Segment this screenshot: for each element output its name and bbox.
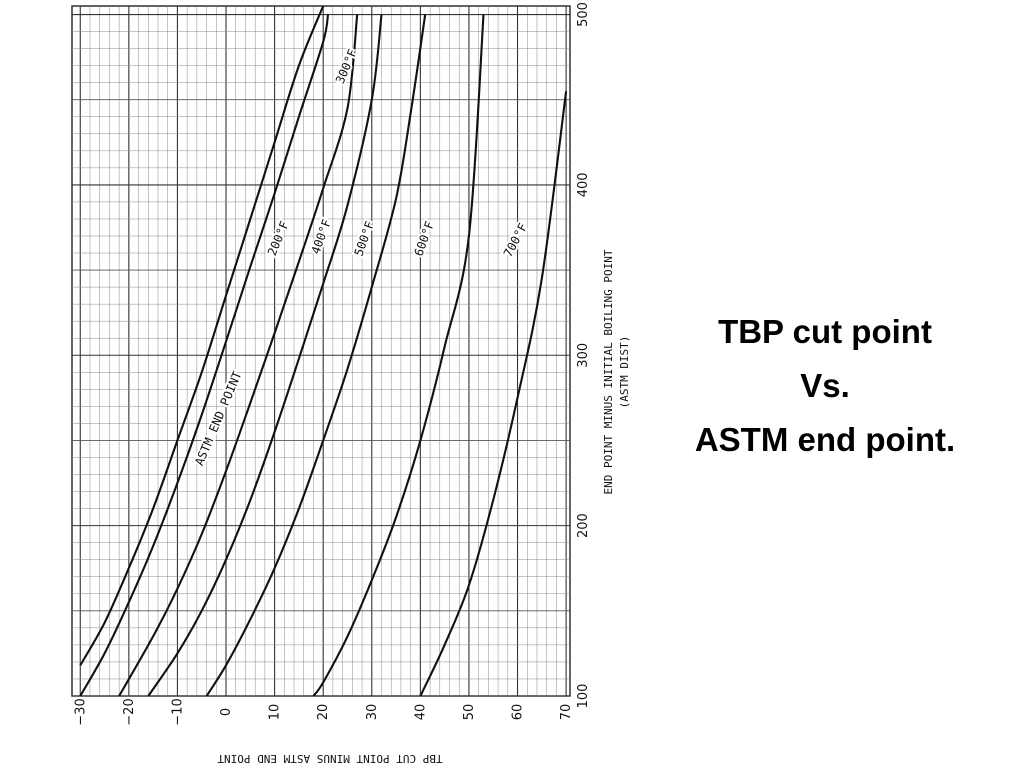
chart-curves [79, 5, 568, 697]
x-tick-label: 30 [365, 704, 380, 721]
x-tick-label: 10 [268, 704, 283, 721]
y-axis-label: END POINT MINUS INITIAL BOILING POINT [602, 249, 615, 494]
plot-frame [71, 5, 571, 697]
curve-300-f [118, 14, 359, 697]
curve-label: 200°F [265, 219, 292, 258]
curve-600-f [312, 14, 485, 697]
slide-title-line: TBP cut point [718, 313, 932, 350]
curve-label: 600°F [411, 219, 437, 258]
x-tick-label: −20 [122, 698, 137, 725]
x-tick-label: 40 [413, 704, 428, 721]
x-tick-label: 0 [219, 708, 234, 716]
slide-title-line: Vs. [800, 367, 850, 404]
curve-astm-end-point [79, 5, 325, 666]
curve-500-f [205, 14, 427, 697]
y-tick-label: 400 [576, 172, 591, 197]
curve-200-f [79, 14, 330, 697]
y-tick-label: 200 [576, 513, 591, 538]
x-tick-label: −10 [170, 698, 185, 725]
y-tick-labels: 100 200 300 400 500 [576, 2, 591, 708]
x-tick-label: 20 [316, 704, 331, 721]
y-tick-label: 500 [576, 2, 591, 27]
curve-label: 700°F [501, 221, 530, 259]
slide-title-line: ASTM end point. [694, 421, 956, 458]
x-tick-label: 50 [462, 704, 477, 721]
y-tick-label: 300 [576, 343, 591, 368]
x-tick-label: 70 [559, 704, 574, 721]
x-tick-labels: −30 −20 −10 0 10 20 30 40 50 60 70 [73, 698, 574, 725]
curve-400-f [147, 14, 383, 697]
curve-700-f [419, 91, 568, 697]
slide-title: TBP cut point Vs. ASTM end point. [640, 305, 1010, 467]
curve-label: 300°F [333, 47, 360, 86]
curve-label: 500°F [351, 219, 377, 258]
x-axis-label: TBP CUT POINT MINUS ASTM END POINT [217, 752, 443, 765]
y-axis-sublabel: (ASTM DIST) [618, 336, 631, 409]
x-tick-label: 60 [511, 704, 526, 721]
x-tick-label: −30 [73, 698, 88, 725]
y-tick-label: 100 [576, 684, 591, 709]
chart-grid [71, 5, 571, 697]
